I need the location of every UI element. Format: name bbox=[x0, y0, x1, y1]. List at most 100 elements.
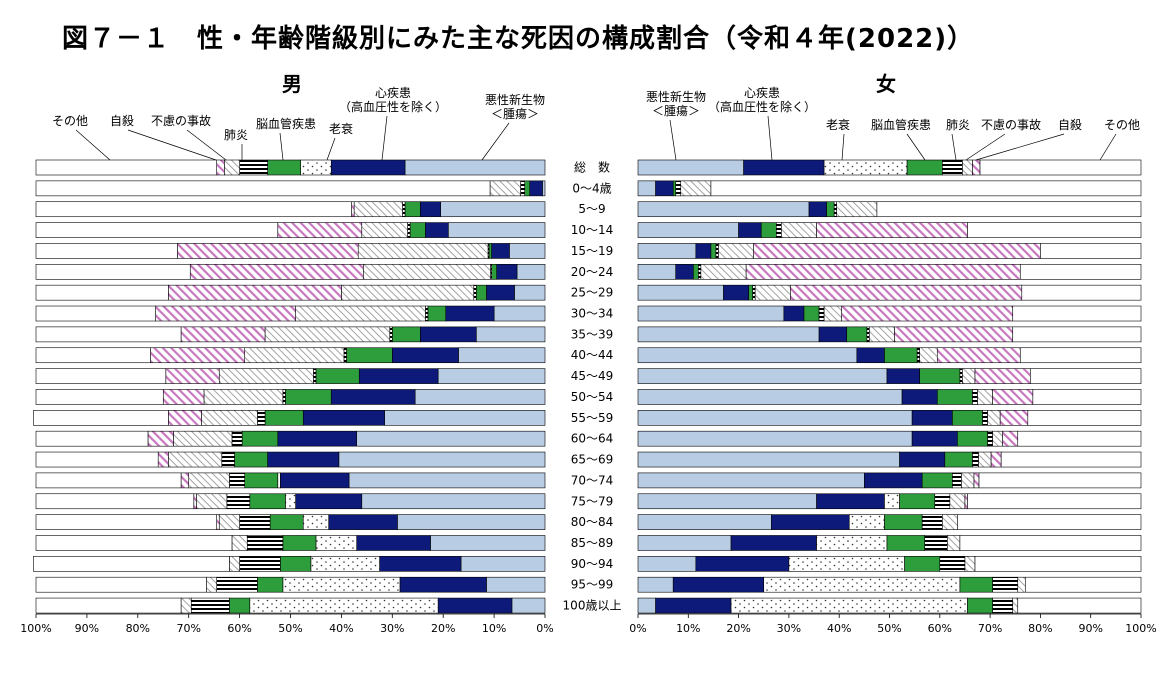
male-bar-pneumonia-16 bbox=[226, 493, 251, 510]
female-bar-suicide-5 bbox=[745, 263, 1021, 280]
female-bar-other-11 bbox=[1032, 389, 1142, 405]
male-bar-heart-7 bbox=[445, 305, 495, 322]
female-x-tick-label-9: 90% bbox=[1078, 622, 1102, 635]
female-bar-pneumonia-18 bbox=[924, 535, 948, 551]
female-bar-cancer-18 bbox=[637, 535, 732, 551]
female-legend-accident-line-0: 不慮の事故 bbox=[981, 117, 1041, 132]
female-bar-cerebro-1 bbox=[672, 180, 677, 197]
male-x-tick-label-8: 80% bbox=[126, 622, 150, 635]
female-bar-heart-1 bbox=[655, 180, 674, 197]
female-bar-pneumonia-2 bbox=[833, 201, 837, 218]
female-bar-pneumonia-12 bbox=[982, 410, 988, 426]
male-bar-heart-0 bbox=[330, 159, 406, 176]
female-legend-leader-cancer bbox=[669, 119, 677, 161]
female-bar-accident-10 bbox=[962, 368, 976, 384]
female-bar-cancer-4 bbox=[637, 243, 697, 259]
male-x-tick-label-4: 40% bbox=[329, 622, 353, 635]
female-bar-other-16 bbox=[967, 493, 1142, 510]
female-bar-other-20 bbox=[1025, 576, 1142, 593]
female-legend-heart-line-0: 心疾患 bbox=[744, 85, 780, 100]
female-x-tick-label-10: 100% bbox=[1125, 622, 1156, 635]
female-bar-pneumonia-19 bbox=[939, 556, 966, 572]
female-legend-cerebro: 脳血管疾患 bbox=[871, 117, 931, 132]
male-bar-pneumonia-21 bbox=[190, 597, 230, 614]
category-label-9: 40～44 bbox=[571, 348, 614, 362]
male-bar-pneumonia-7 bbox=[425, 305, 429, 322]
female-bar-suicide-11 bbox=[992, 389, 1034, 405]
female-bar-cerebro-4 bbox=[710, 243, 717, 259]
male-bar-cancer-7 bbox=[493, 305, 546, 322]
male-bar-pneumonia-18 bbox=[246, 535, 284, 551]
male-bar-cancer-12 bbox=[384, 410, 546, 426]
category-label-18: 85～89 bbox=[571, 536, 614, 550]
female-bar-cancer-12 bbox=[637, 410, 913, 426]
male-legend-other-line-0: その他 bbox=[52, 114, 88, 128]
male-legend-leader-other bbox=[75, 129, 111, 161]
male-bar-accident-6 bbox=[341, 284, 475, 301]
male-bar-heart-14 bbox=[267, 451, 340, 468]
category-label-14: 65～69 bbox=[571, 453, 614, 467]
male-bar-cancer-18 bbox=[430, 535, 546, 551]
male-bar-heart-16 bbox=[295, 493, 363, 510]
male-legend-leader-heart bbox=[381, 115, 388, 161]
female-bar-accident-14 bbox=[978, 451, 992, 468]
male-bar-other-17 bbox=[35, 514, 217, 530]
female-bar-suicide-10 bbox=[974, 368, 1031, 384]
female-bar-cancer-20 bbox=[637, 576, 674, 593]
male-bar-heart-10 bbox=[358, 368, 439, 384]
male-bar-suicide-14 bbox=[157, 451, 169, 468]
female-bar-pneumonia-15 bbox=[952, 472, 962, 489]
male-bar-other-6 bbox=[35, 284, 169, 301]
female-bar-cancer-10 bbox=[637, 368, 888, 384]
male-bar-pneumonia-2 bbox=[402, 201, 406, 218]
male-bar-accident-11 bbox=[203, 389, 284, 405]
male-bar-cerebro-11 bbox=[285, 389, 332, 405]
female-bar-suicide-7 bbox=[841, 305, 1014, 322]
female-bar-cerebro-0 bbox=[906, 159, 943, 176]
male-x-tick-label-2: 20% bbox=[431, 622, 455, 635]
male-bar-cerebro-8 bbox=[391, 326, 421, 343]
female-bar-pneumonia-20 bbox=[992, 576, 1019, 593]
male-bar-pneumonia-12 bbox=[257, 410, 266, 426]
male-bar-pneumonia-15 bbox=[229, 472, 245, 489]
category-label-15: 70～74 bbox=[571, 473, 614, 487]
female-bar-senility-18 bbox=[816, 535, 888, 551]
female-bar-cerebro-15 bbox=[921, 472, 953, 489]
female-bar-pneumonia-14 bbox=[972, 451, 979, 468]
male-bar-other-15 bbox=[35, 472, 182, 489]
female-bar-cerebro-20 bbox=[959, 576, 993, 593]
female-bar-heart-19 bbox=[695, 556, 790, 572]
male-panel-title: 男 bbox=[282, 72, 302, 96]
female-legend-cancer-line-0: 悪性新生物 bbox=[646, 89, 706, 104]
male-legend-cancer-line-1: ＜腫瘍＞ bbox=[491, 106, 539, 121]
male-legend-senility-line-0: 老衰 bbox=[329, 121, 353, 136]
female-bar-suicide-9 bbox=[936, 347, 1021, 364]
female-legend-cerebro-line-0: 脳血管疾患 bbox=[871, 117, 931, 132]
female-bar-senility-19 bbox=[788, 556, 905, 572]
category-label-1: 0～4歳 bbox=[572, 181, 611, 195]
male-legend-accident: 不慮の事故 bbox=[151, 113, 211, 128]
male-bar-heart-15 bbox=[280, 472, 350, 489]
male-legend-cancer: 悪性新生物＜腫瘍＞ bbox=[485, 92, 545, 121]
female-bar-cerebro-10 bbox=[919, 368, 961, 384]
male-bar-cancer-13 bbox=[356, 430, 546, 447]
male-bar-cancer-6 bbox=[514, 284, 546, 301]
female-bar-suicide-14 bbox=[990, 451, 1002, 468]
male-bar-heart-2 bbox=[419, 201, 441, 218]
female-bar-other-17 bbox=[957, 514, 1142, 530]
male-bar-accident-1 bbox=[489, 180, 521, 197]
male-bar-cerebro-15 bbox=[244, 472, 279, 489]
female-bar-cancer-11 bbox=[637, 389, 903, 405]
male-x-tick-label-9: 90% bbox=[75, 622, 99, 635]
female-bar-cerebro-16 bbox=[899, 493, 936, 510]
female-legend-other-line-0: その他 bbox=[1104, 118, 1140, 132]
female-legend-leader-suicide bbox=[975, 133, 1065, 161]
category-label-21: 100歳以上 bbox=[563, 599, 622, 613]
male-bar-cerebro-13 bbox=[241, 430, 279, 447]
female-bar-heart-10 bbox=[886, 368, 920, 384]
male-bar-cerebro-12 bbox=[264, 410, 304, 426]
female-bar-suicide-13 bbox=[1002, 430, 1019, 447]
female-bar-accident-3 bbox=[781, 222, 817, 238]
male-bar-senility-20 bbox=[282, 576, 401, 593]
male-bar-accident-12 bbox=[201, 410, 258, 426]
